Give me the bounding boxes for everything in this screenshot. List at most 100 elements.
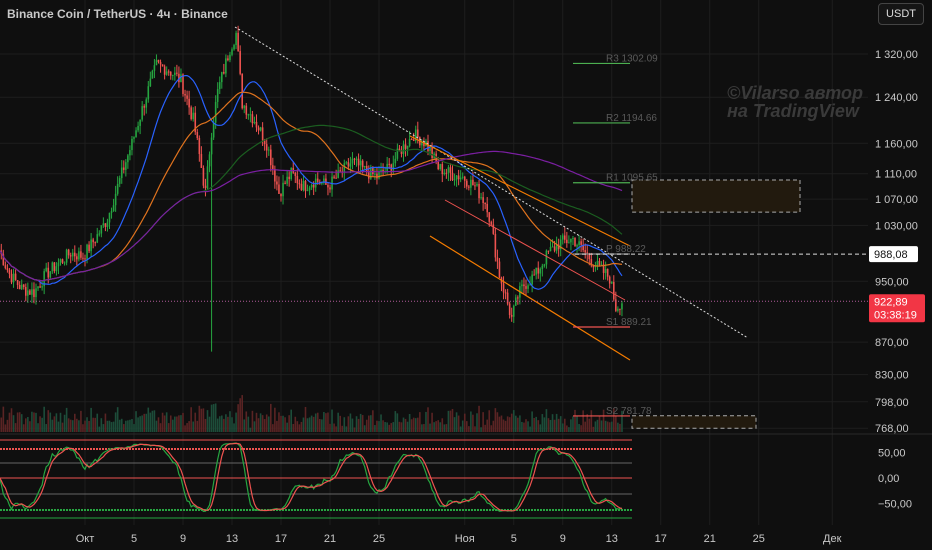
volume-bar	[400, 422, 403, 432]
volume-bar	[345, 426, 348, 432]
candle-body	[474, 185, 476, 187]
candle-body	[129, 150, 131, 156]
last-price-text: 922,89	[874, 296, 908, 308]
candle-body	[239, 51, 241, 74]
time-tick-label: 9	[560, 533, 566, 545]
volume-bar	[24, 418, 27, 432]
candle-body	[261, 127, 264, 141]
candle-body	[65, 249, 68, 263]
candle-body	[272, 165, 274, 169]
candle-body	[2, 254, 5, 266]
volume-bar	[468, 426, 470, 432]
pivot-label: R2 1194.66	[606, 113, 657, 124]
candle-body	[478, 183, 480, 199]
volume-bar	[478, 405, 480, 432]
volume-bar	[531, 411, 533, 432]
volume-bar	[225, 414, 227, 432]
candle-body	[592, 265, 595, 268]
candle-body	[321, 182, 323, 184]
volume-bar	[131, 418, 133, 432]
candle-body	[212, 122, 215, 138]
candle-body	[572, 238, 574, 240]
candle-body	[174, 72, 176, 75]
volume-bar	[498, 416, 501, 432]
candle-body	[298, 183, 301, 185]
volume-bar	[145, 413, 148, 432]
pivot-label: S1 889.21	[606, 317, 652, 328]
candle-body	[339, 170, 342, 172]
candle-body	[482, 197, 484, 203]
candle-body	[280, 193, 282, 197]
candle-body	[102, 223, 105, 226]
candle-body	[539, 268, 542, 274]
candle-body	[4, 265, 7, 269]
volume-bar	[537, 420, 540, 432]
time-tick-label: Ноя	[455, 533, 475, 545]
volume-bar	[325, 413, 327, 432]
candle-body	[372, 167, 374, 175]
candles	[0, 25, 623, 352]
volume-bar	[617, 422, 619, 432]
ma-purple-line	[0, 150, 623, 282]
volume-bar	[425, 411, 427, 432]
candle-body	[606, 268, 609, 277]
volume-bar	[37, 423, 39, 432]
volume-bar	[549, 419, 552, 432]
volume-bar	[359, 413, 362, 432]
volume-bar	[321, 419, 323, 432]
volume-bar	[484, 424, 486, 432]
volume-bar	[508, 417, 511, 432]
candle-body	[8, 270, 11, 274]
volume-bar	[208, 416, 211, 432]
candle-body	[488, 212, 491, 222]
volume-bar	[69, 419, 72, 432]
candle-body	[408, 138, 411, 146]
volume-bar	[545, 409, 548, 432]
volume-bar	[419, 412, 421, 432]
volume-bar	[463, 413, 466, 432]
price-tick-label: 1 240,00	[875, 92, 918, 104]
candle-body	[378, 171, 380, 179]
candle-body	[55, 266, 58, 272]
currency-button[interactable]: USDT	[878, 3, 924, 25]
volume-bar	[304, 406, 307, 432]
candle-body	[184, 93, 186, 96]
candle-body	[510, 314, 513, 317]
candle-body	[243, 105, 246, 109]
candle-body	[449, 167, 452, 173]
candle-body	[10, 273, 13, 283]
volume-bar	[572, 416, 574, 432]
volume-bar	[514, 415, 517, 432]
pivot-label: P 988.22	[606, 244, 646, 255]
candle-body	[537, 267, 540, 274]
candle-body	[18, 284, 21, 290]
ma-green-line	[0, 124, 623, 282]
candle-body	[617, 308, 619, 311]
volume-bar	[421, 424, 423, 432]
volume-bar	[190, 407, 192, 432]
candle-body	[367, 172, 370, 179]
candle-body	[204, 185, 207, 189]
volume-bar	[416, 417, 419, 432]
volume-bar	[247, 416, 250, 432]
candle-body	[214, 101, 217, 123]
candle-body	[51, 262, 54, 272]
ma-blue-line	[0, 74, 623, 290]
candle-body	[147, 86, 150, 100]
candle-body	[294, 172, 297, 176]
candle-body	[615, 299, 617, 311]
candle-body	[343, 163, 346, 173]
volume-bar	[112, 421, 115, 432]
volume-bar	[229, 411, 231, 432]
candle-body	[108, 212, 111, 223]
candle-body	[71, 252, 74, 257]
volume-bar	[476, 413, 478, 432]
volume-bar	[331, 409, 333, 432]
volume-bar	[171, 419, 174, 432]
candle-body	[192, 112, 195, 120]
volume-bar	[610, 421, 613, 432]
volume-bar	[492, 420, 495, 432]
candle-body	[182, 74, 184, 94]
volume-bar	[382, 420, 384, 432]
